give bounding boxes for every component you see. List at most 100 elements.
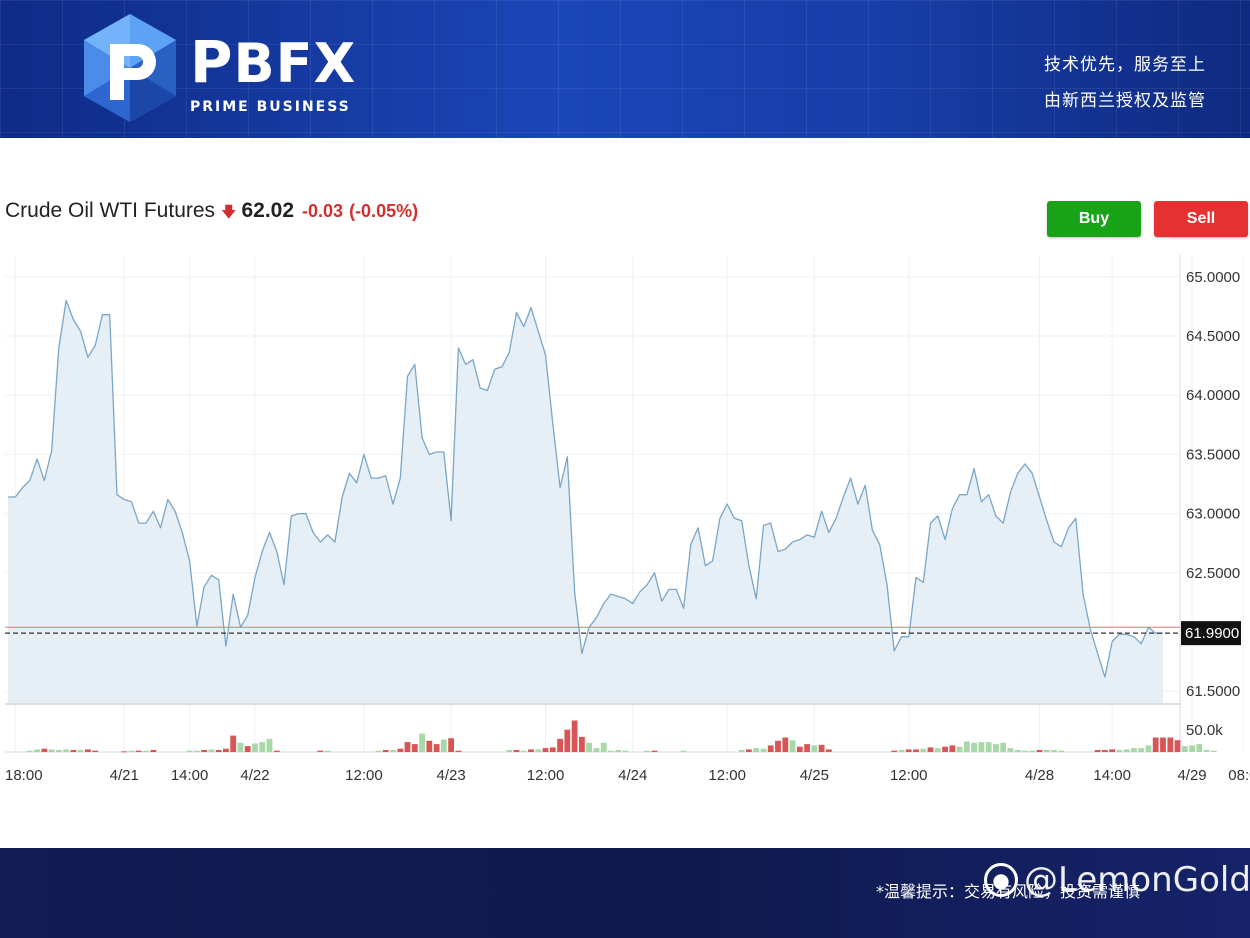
volume-bar	[942, 746, 948, 752]
quote-header: Crude Oil WTI Futures 🡇 62.02 -0.03 (-0.…	[5, 199, 418, 227]
y-tick-label: 63.0000	[1186, 506, 1240, 523]
volume-bar	[194, 750, 200, 752]
volume-bar	[1043, 750, 1050, 752]
volume-bar	[934, 748, 941, 752]
volume-bar	[1116, 750, 1123, 752]
volume-bar	[825, 749, 832, 752]
brand-name: PBFX	[190, 32, 356, 94]
slogan-line-2: 由新西兰授权及监管	[1044, 91, 1206, 111]
volume-bar	[1014, 750, 1021, 752]
volume-bar	[760, 748, 767, 752]
price-change-percent: (-0.05%)	[349, 201, 419, 221]
volume-bar	[1189, 745, 1195, 752]
x-tick-label: 12:00	[345, 767, 383, 784]
footer-banner: *温馨提示：交易有风险，投资需谨慎	[0, 848, 1250, 938]
volume-bar	[223, 748, 229, 752]
x-tick-label: 4/23	[437, 767, 466, 784]
sell-button[interactable]: Sell	[1154, 201, 1248, 237]
volume-bar	[789, 740, 796, 752]
volume-bar	[964, 741, 970, 752]
volume-tick-label: 50.0k	[1186, 722, 1223, 739]
x-tick-label: 12:00	[527, 767, 565, 784]
watermark-text: @LemonGold	[1024, 860, 1250, 900]
buy-button[interactable]: Buy	[1047, 201, 1141, 237]
price-chart[interactable]: 65.0000 64.5000 64.0000 63.5000 63.0000 62.50…	[0, 240, 1250, 800]
y-tick-label: 63.5000	[1186, 446, 1240, 463]
banner-grid-pattern	[0, 0, 1250, 138]
volume-bar	[818, 744, 825, 752]
weibo-icon: ●	[984, 863, 1018, 897]
volume-bar	[535, 749, 542, 752]
x-tick-label: 12:00	[890, 767, 928, 784]
volume-bar	[375, 750, 382, 752]
volume-bar	[259, 742, 266, 752]
volume-bar	[956, 746, 963, 752]
x-tick-label: 14:00	[1093, 767, 1131, 784]
volume-bar	[600, 742, 607, 752]
volume-bar	[150, 750, 157, 752]
instrument-name: Crude Oil WTI Futures	[5, 199, 216, 222]
volume-bar	[811, 745, 818, 752]
last-price-badge	[1181, 621, 1241, 646]
volume-bar	[26, 750, 33, 752]
volume-bar	[978, 742, 985, 752]
volume-bar	[767, 745, 774, 752]
volume-bar	[1109, 749, 1115, 752]
volume-bar	[1138, 748, 1145, 752]
last-price-badge-label: 61.9900	[1185, 625, 1239, 642]
volume-bar	[201, 750, 207, 752]
arrow-down-icon: 🡇	[221, 204, 237, 221]
price-line-group	[5, 299, 1180, 678]
volume-bar	[746, 749, 752, 752]
volume-bar	[135, 750, 142, 752]
pbfx-logo-icon[interactable]	[80, 12, 180, 124]
volume-bar	[738, 750, 745, 752]
volume-bar	[1102, 750, 1108, 752]
volume-bars	[26, 720, 1217, 753]
volume-bar	[426, 740, 433, 752]
volume-bar	[55, 750, 62, 752]
price-area-fill	[8, 300, 1163, 703]
y-tick-label: 64.0000	[1186, 387, 1240, 404]
volume-bar	[1007, 748, 1014, 752]
volume-bar	[782, 737, 789, 752]
volume-bar	[237, 742, 244, 752]
volume-bar	[92, 750, 99, 752]
volume-bar	[1196, 744, 1203, 752]
volume-bar	[397, 748, 404, 752]
y-tick-label: 62.5000	[1186, 565, 1240, 582]
volume-bar	[549, 747, 556, 752]
volume-bar	[1145, 745, 1152, 752]
volume-bar	[579, 736, 585, 752]
volume-bar	[651, 750, 658, 752]
volume-bar	[927, 747, 934, 752]
x-tick-label: 4/21	[110, 767, 139, 784]
volume-bar	[615, 750, 622, 752]
volume-bar	[905, 749, 912, 752]
last-price: 62.02	[241, 199, 295, 222]
watermark: ● @LemonGold	[984, 860, 1250, 900]
volume-bar	[971, 742, 977, 752]
x-tick-label: 08:0	[1228, 767, 1250, 784]
volume-bar	[266, 738, 273, 752]
brand-subtitle: PRIME BUSINESS	[190, 99, 351, 115]
volume-bar	[1174, 740, 1181, 752]
volume-bar	[1167, 737, 1174, 752]
volume-bar	[70, 750, 77, 752]
volume-bar	[753, 748, 760, 752]
price-line	[8, 299, 1163, 678]
volume-bar	[608, 750, 614, 752]
volume-bar	[1022, 750, 1028, 752]
volume-bar	[215, 750, 222, 752]
chart-axes: 65.0000 64.5000 64.0000 63.5000 63.0000 62.50…	[5, 269, 1250, 784]
volume-bar	[433, 744, 440, 752]
volume-bar	[680, 750, 687, 752]
volume-bar	[920, 748, 927, 752]
volume-bar	[1210, 750, 1217, 752]
volume-bar	[796, 746, 803, 752]
x-tick-label: 14:00	[171, 767, 209, 784]
volume-bar	[891, 750, 898, 752]
x-tick-label: 4/28	[1025, 767, 1054, 784]
volume-bar	[1203, 750, 1210, 752]
volume-bar	[1051, 750, 1057, 752]
